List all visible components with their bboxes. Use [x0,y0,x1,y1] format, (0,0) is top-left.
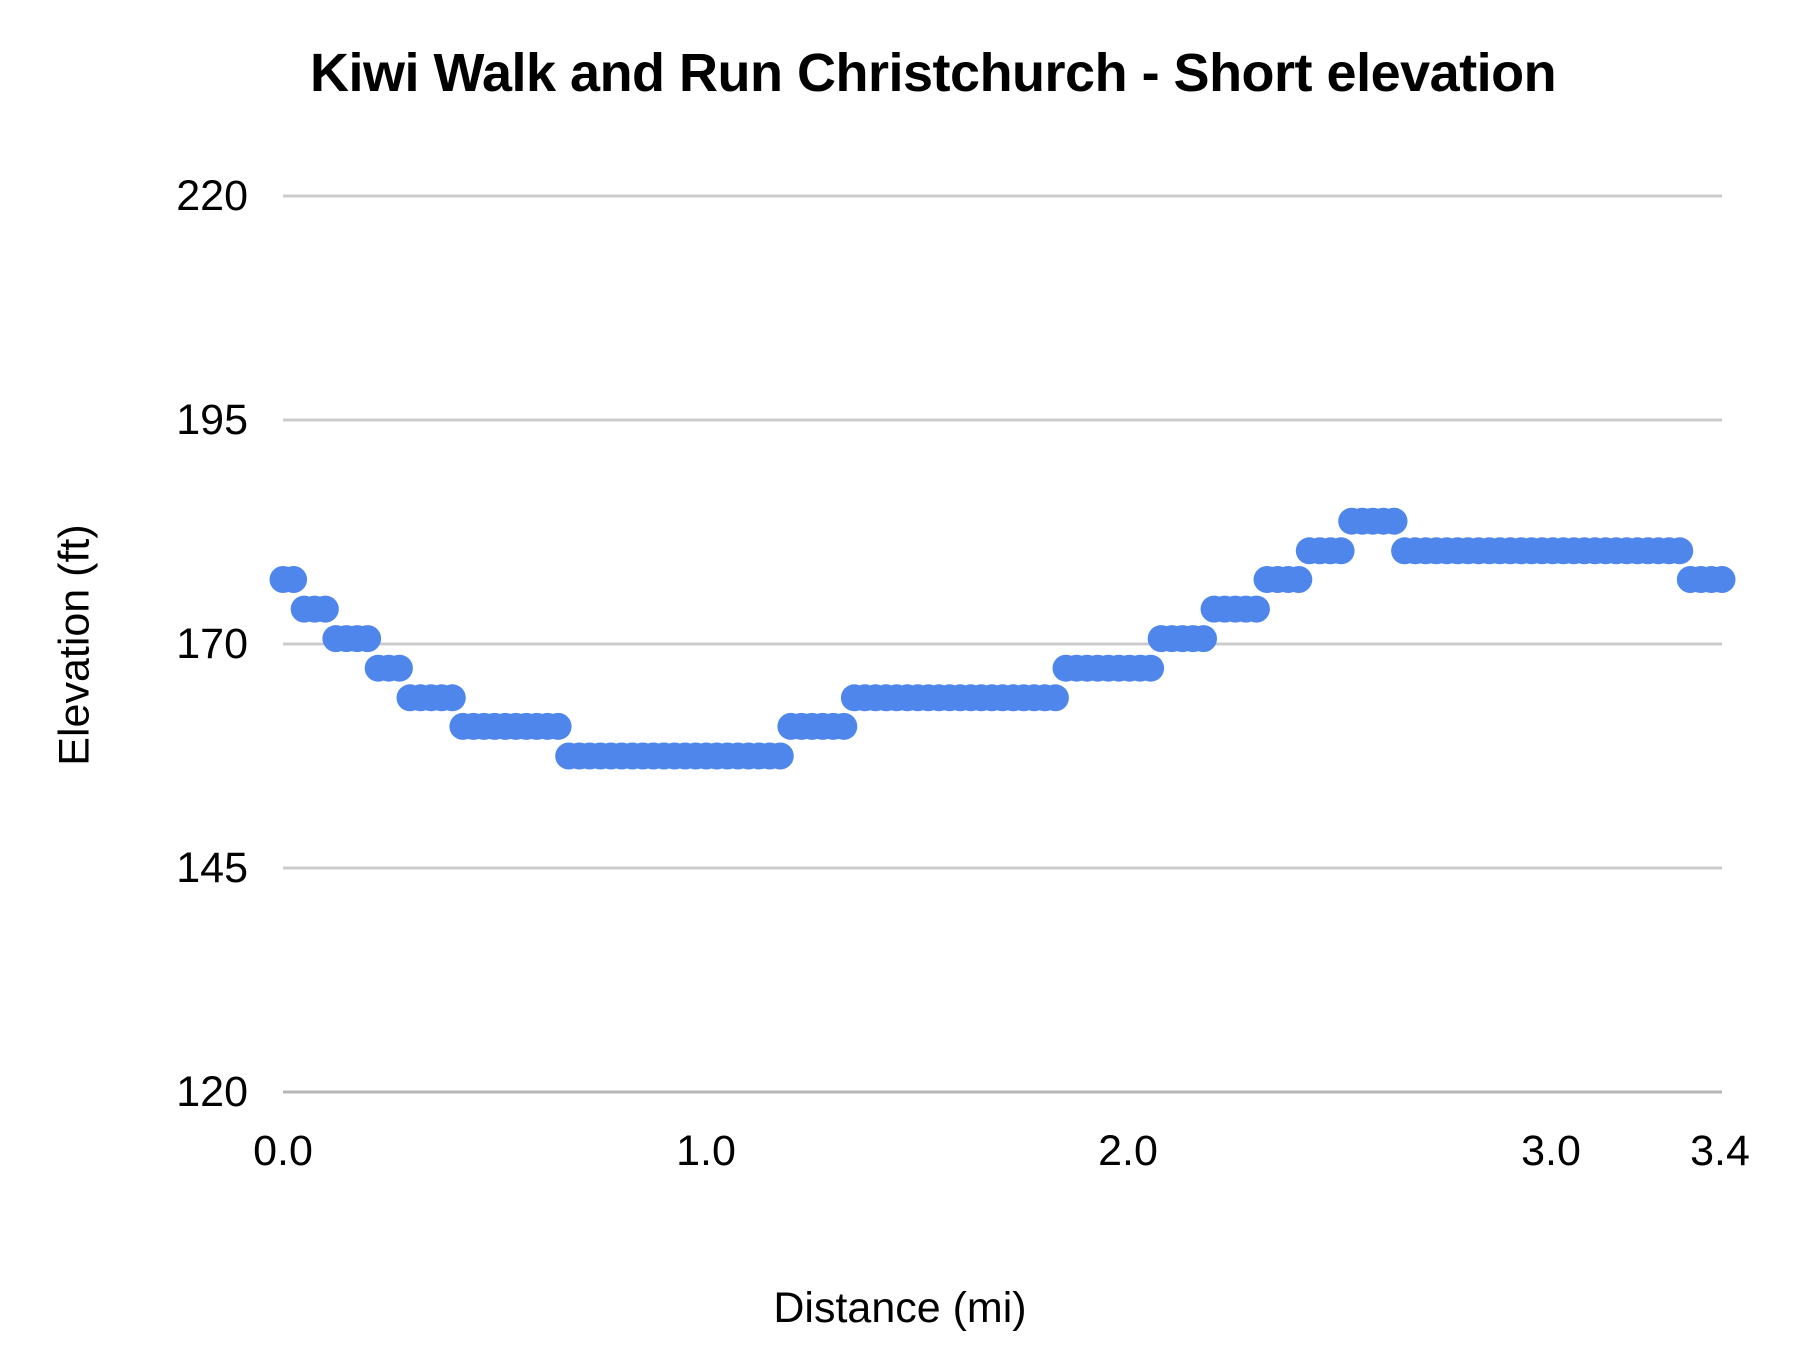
data-series-point [766,742,794,770]
data-series-point [1285,566,1313,593]
data-series-point [1041,684,1069,712]
x-tick-3.4: 3.4 [1690,1127,1750,1175]
data-series-point [1327,537,1355,565]
data-series-point [1137,654,1165,682]
data-series-point [1242,595,1270,623]
x-tick-0.0: 0.0 [253,1127,313,1175]
data-series-point [1190,625,1217,653]
data-series-point [1708,566,1736,593]
x-tick-1.0: 1.0 [676,1127,736,1175]
data-series-point [311,595,339,623]
x-tick-3.0: 3.0 [1521,1127,1581,1175]
data-series-point [354,625,382,653]
y-tick-170: 170 [176,620,248,668]
data-series-point [830,712,858,740]
data-series-point [438,684,466,712]
data-series-point [1380,507,1408,535]
data-series-point [385,654,413,682]
data-series-point [280,566,308,593]
x-tick-2.0: 2.0 [1098,1127,1158,1175]
x-axis-title: Distance (mi) [773,1284,1027,1332]
data-series-point [544,712,572,740]
y-axis-title: Elevation (ft) [50,524,99,766]
y-tick-220: 220 [176,172,248,220]
y-tick-145: 145 [176,844,248,892]
chart-title: Kiwi Walk and Run Christchurch - Short e… [310,43,1557,103]
data-series-point [1666,537,1694,565]
y-tick-195: 195 [176,396,248,444]
y-tick-120: 120 [176,1068,248,1116]
